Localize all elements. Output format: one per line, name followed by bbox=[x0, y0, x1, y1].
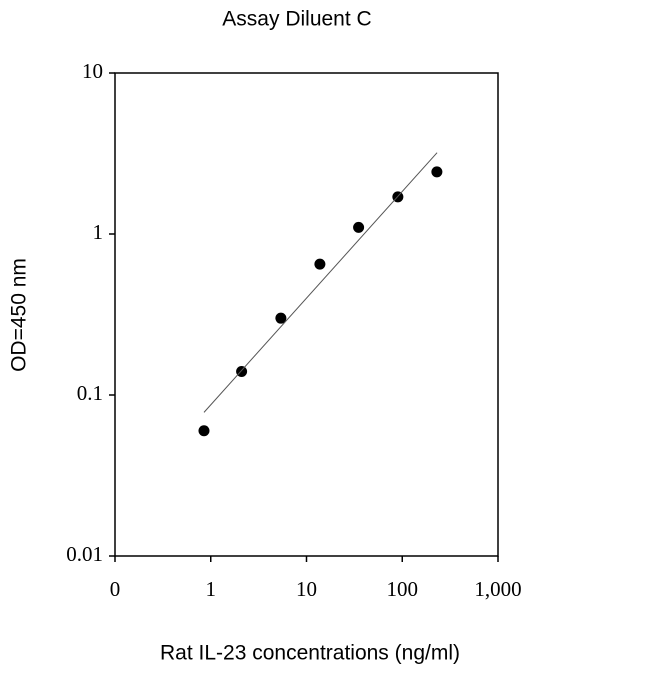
plot-frame bbox=[114, 72, 499, 557]
data-point bbox=[314, 258, 326, 270]
chart-title: Assay Diluent C bbox=[222, 8, 371, 31]
data-point bbox=[198, 425, 210, 437]
x-tick-label: 1 bbox=[206, 577, 217, 601]
y-axis-label: OD=450 nm bbox=[8, 258, 31, 372]
x-tick-label: 10 bbox=[296, 577, 317, 601]
y-tick-label: 0.01 bbox=[66, 542, 103, 566]
fit-line bbox=[203, 152, 438, 413]
x-tick-label: 0 bbox=[110, 577, 121, 601]
x-axis-label: Rat IL-23 concentrations (ng/ml) bbox=[160, 642, 460, 665]
data-point bbox=[431, 166, 443, 178]
y-tick-label: 1 bbox=[93, 220, 104, 244]
y-tick-label: 0.1 bbox=[77, 381, 103, 405]
x-tick-label: 100 bbox=[387, 577, 419, 601]
x-tick-label: 1,000 bbox=[474, 577, 521, 601]
data-point bbox=[353, 221, 365, 233]
data-point bbox=[275, 312, 287, 324]
y-tick-label: 10 bbox=[82, 59, 103, 83]
